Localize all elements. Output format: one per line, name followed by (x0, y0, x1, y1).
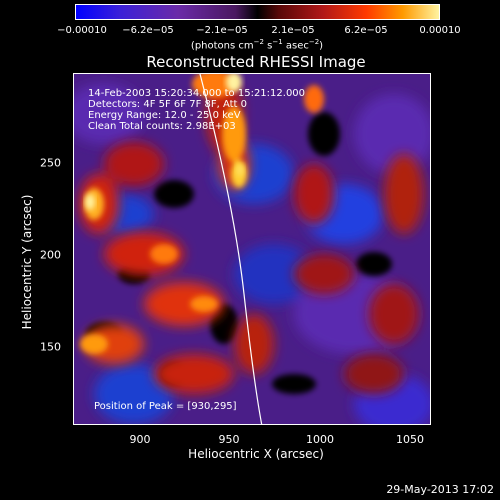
x-tick: 950 (218, 433, 240, 446)
image-frame[interactable]: 14-Feb-2003 15:20:34.000 to 15:21:12.000… (73, 73, 431, 425)
units-exponent: −2 (253, 38, 264, 46)
colorbar-tick: −6.2e−05 (122, 25, 174, 36)
units-part: asec (282, 40, 309, 52)
x-tick: 900 (129, 433, 151, 446)
y-tick: 150 (40, 340, 61, 354)
colorbar-tick: 0.00010 (419, 25, 461, 36)
colorbar-tick: −0.00010 (57, 25, 107, 36)
info-time-range: 14-Feb-2003 15:20:34.000 to 15:21:12.000 (88, 88, 305, 99)
y-tick: 200 (40, 248, 61, 262)
x-axis-label: Heliocentric X (arcsec) (188, 447, 324, 461)
colorbar-tick: 2.1e−05 (271, 25, 315, 36)
colorbar (75, 4, 440, 20)
solar-limb-line (199, 74, 263, 424)
info-energy-range: Energy Range: 12.0 - 25.0 keV (88, 110, 241, 121)
y-tick: 250 (40, 156, 61, 170)
units-part: (photons cm (190, 40, 254, 52)
x-tick: 1000 (306, 433, 334, 446)
colorbar-tick: −2.1e−05 (196, 25, 248, 36)
colorbar-units: (photons cm−2 s−1 asec−2) (191, 38, 323, 51)
peak-core (85, 74, 244, 210)
units-exponent: −2 (308, 38, 320, 46)
plot-title: Reconstructed RHESSI Image (146, 53, 366, 71)
rhessi-map: 14-Feb-2003 15:20:34.000 to 15:21:12.000… (74, 74, 430, 424)
timestamp: 29-May-2013 17:02 (386, 483, 494, 496)
y-axis-label: Heliocentric Y (arcsec) (20, 194, 34, 330)
colorbar-tick: 6.2e−05 (344, 25, 388, 36)
units-exponent: −1 (272, 38, 283, 46)
units-part: s (263, 40, 273, 52)
peak-position-text: Position of Peak = [930,295] (94, 401, 237, 412)
x-tick: 1050 (396, 433, 424, 446)
info-detectors: Detectors: 4F 5F 6F 7F 8F, Att 0 (88, 99, 247, 110)
info-clean-counts: Clean Total counts: 2.98E+03 (88, 121, 236, 132)
units-part: ) (319, 40, 324, 52)
